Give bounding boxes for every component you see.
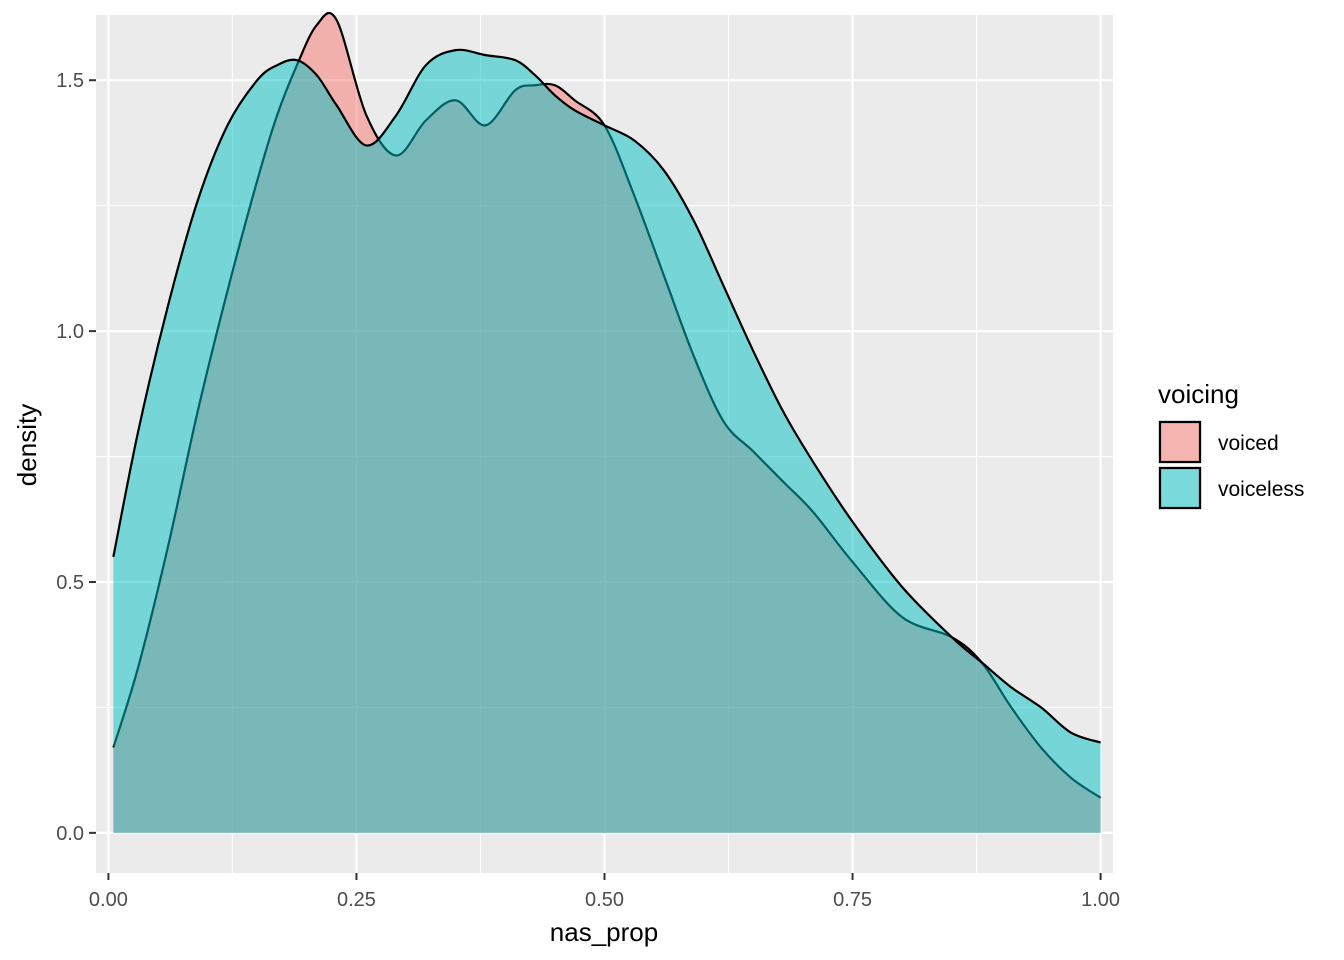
density-line-voiceless bbox=[112, 48, 1101, 744]
x-axis: 0.00 0.25 0.50 0.75 1.00 bbox=[89, 873, 1120, 911]
y-tick-label: 1.5 bbox=[56, 70, 84, 92]
density-series bbox=[112, 11, 1102, 833]
legend-title: voicing bbox=[1158, 379, 1239, 409]
legend: voicing voiced voiceless bbox=[1158, 379, 1304, 510]
y-tick-label: 1.0 bbox=[56, 321, 84, 343]
y-tick-label: 0.5 bbox=[56, 572, 84, 594]
legend-label-voiceless: voiceless bbox=[1218, 478, 1304, 501]
y-axis: 0.0 0.5 1.0 1.5 bbox=[56, 70, 96, 845]
x-tick-label: 0.75 bbox=[833, 889, 872, 911]
y-axis-title: density bbox=[12, 404, 42, 486]
legend-label-voiced: voiced bbox=[1218, 432, 1279, 455]
x-tick-label: 1.00 bbox=[1081, 889, 1120, 911]
legend-swatch-voiceless bbox=[1158, 466, 1202, 510]
x-tick-label: 0.25 bbox=[337, 889, 376, 911]
legend-swatch-voiced bbox=[1158, 420, 1202, 464]
x-tick-label: 0.00 bbox=[89, 889, 128, 911]
x-tick-label: 0.50 bbox=[585, 889, 624, 911]
density-area-voiceless bbox=[113, 49, 1101, 833]
x-axis-title: nas_prop bbox=[550, 917, 658, 947]
y-tick-label: 0.0 bbox=[56, 823, 84, 845]
